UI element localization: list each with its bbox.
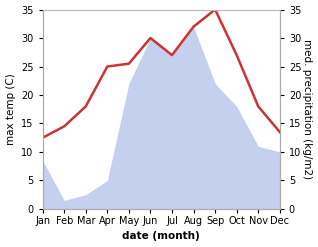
Y-axis label: max temp (C): max temp (C) [5, 73, 16, 145]
Y-axis label: med. precipitation (kg/m2): med. precipitation (kg/m2) [302, 39, 313, 179]
X-axis label: date (month): date (month) [122, 231, 200, 242]
